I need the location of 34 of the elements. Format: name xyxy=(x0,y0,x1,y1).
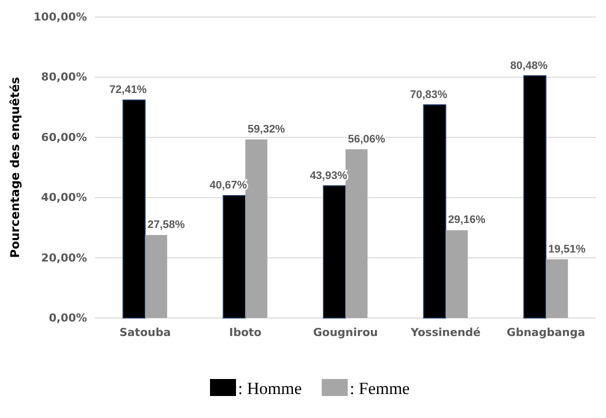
bar xyxy=(222,195,246,318)
data-label: 59,32% xyxy=(248,123,286,136)
bar xyxy=(122,100,146,318)
y-tick-label: 40,00% xyxy=(41,191,87,204)
legend-label: : Homme xyxy=(238,379,302,398)
x-tick-label: Satouba xyxy=(119,326,171,339)
y-tick-label: 80,00% xyxy=(41,70,87,84)
data-label: 40,67% xyxy=(210,180,248,192)
x-tick-label: Iboto xyxy=(229,326,262,339)
y-tick-label: 100,00% xyxy=(34,10,87,24)
data-label: 72,41% xyxy=(109,84,147,96)
legend-label: : Femme xyxy=(350,379,410,398)
x-tick-label: Gougnirou xyxy=(313,326,378,339)
x-tick-label: Yossinendé xyxy=(410,326,481,339)
bar xyxy=(446,230,468,318)
bar xyxy=(546,259,568,318)
bar xyxy=(523,75,546,318)
data-label: 80,48% xyxy=(510,60,548,72)
bar xyxy=(322,185,346,318)
x-tick-label: Gbnagbanga xyxy=(506,326,586,339)
bar xyxy=(423,104,446,318)
data-label: 56,06% xyxy=(348,133,386,146)
y-axis-title: Pourcentage des enquêtés xyxy=(8,76,22,258)
bar xyxy=(346,149,368,318)
data-label: 70,83% xyxy=(410,88,448,101)
data-label: 27,58% xyxy=(147,218,185,231)
data-label: 19,51% xyxy=(548,243,586,256)
bar xyxy=(145,234,168,318)
y-tick-label: 20,00% xyxy=(41,251,87,264)
y-tick-label: 60,00% xyxy=(41,130,87,144)
bar xyxy=(245,139,268,318)
y-tick-label: 0,00% xyxy=(48,312,87,325)
data-label: 29,16% xyxy=(448,214,486,226)
data-label: 43,93% xyxy=(310,170,348,182)
